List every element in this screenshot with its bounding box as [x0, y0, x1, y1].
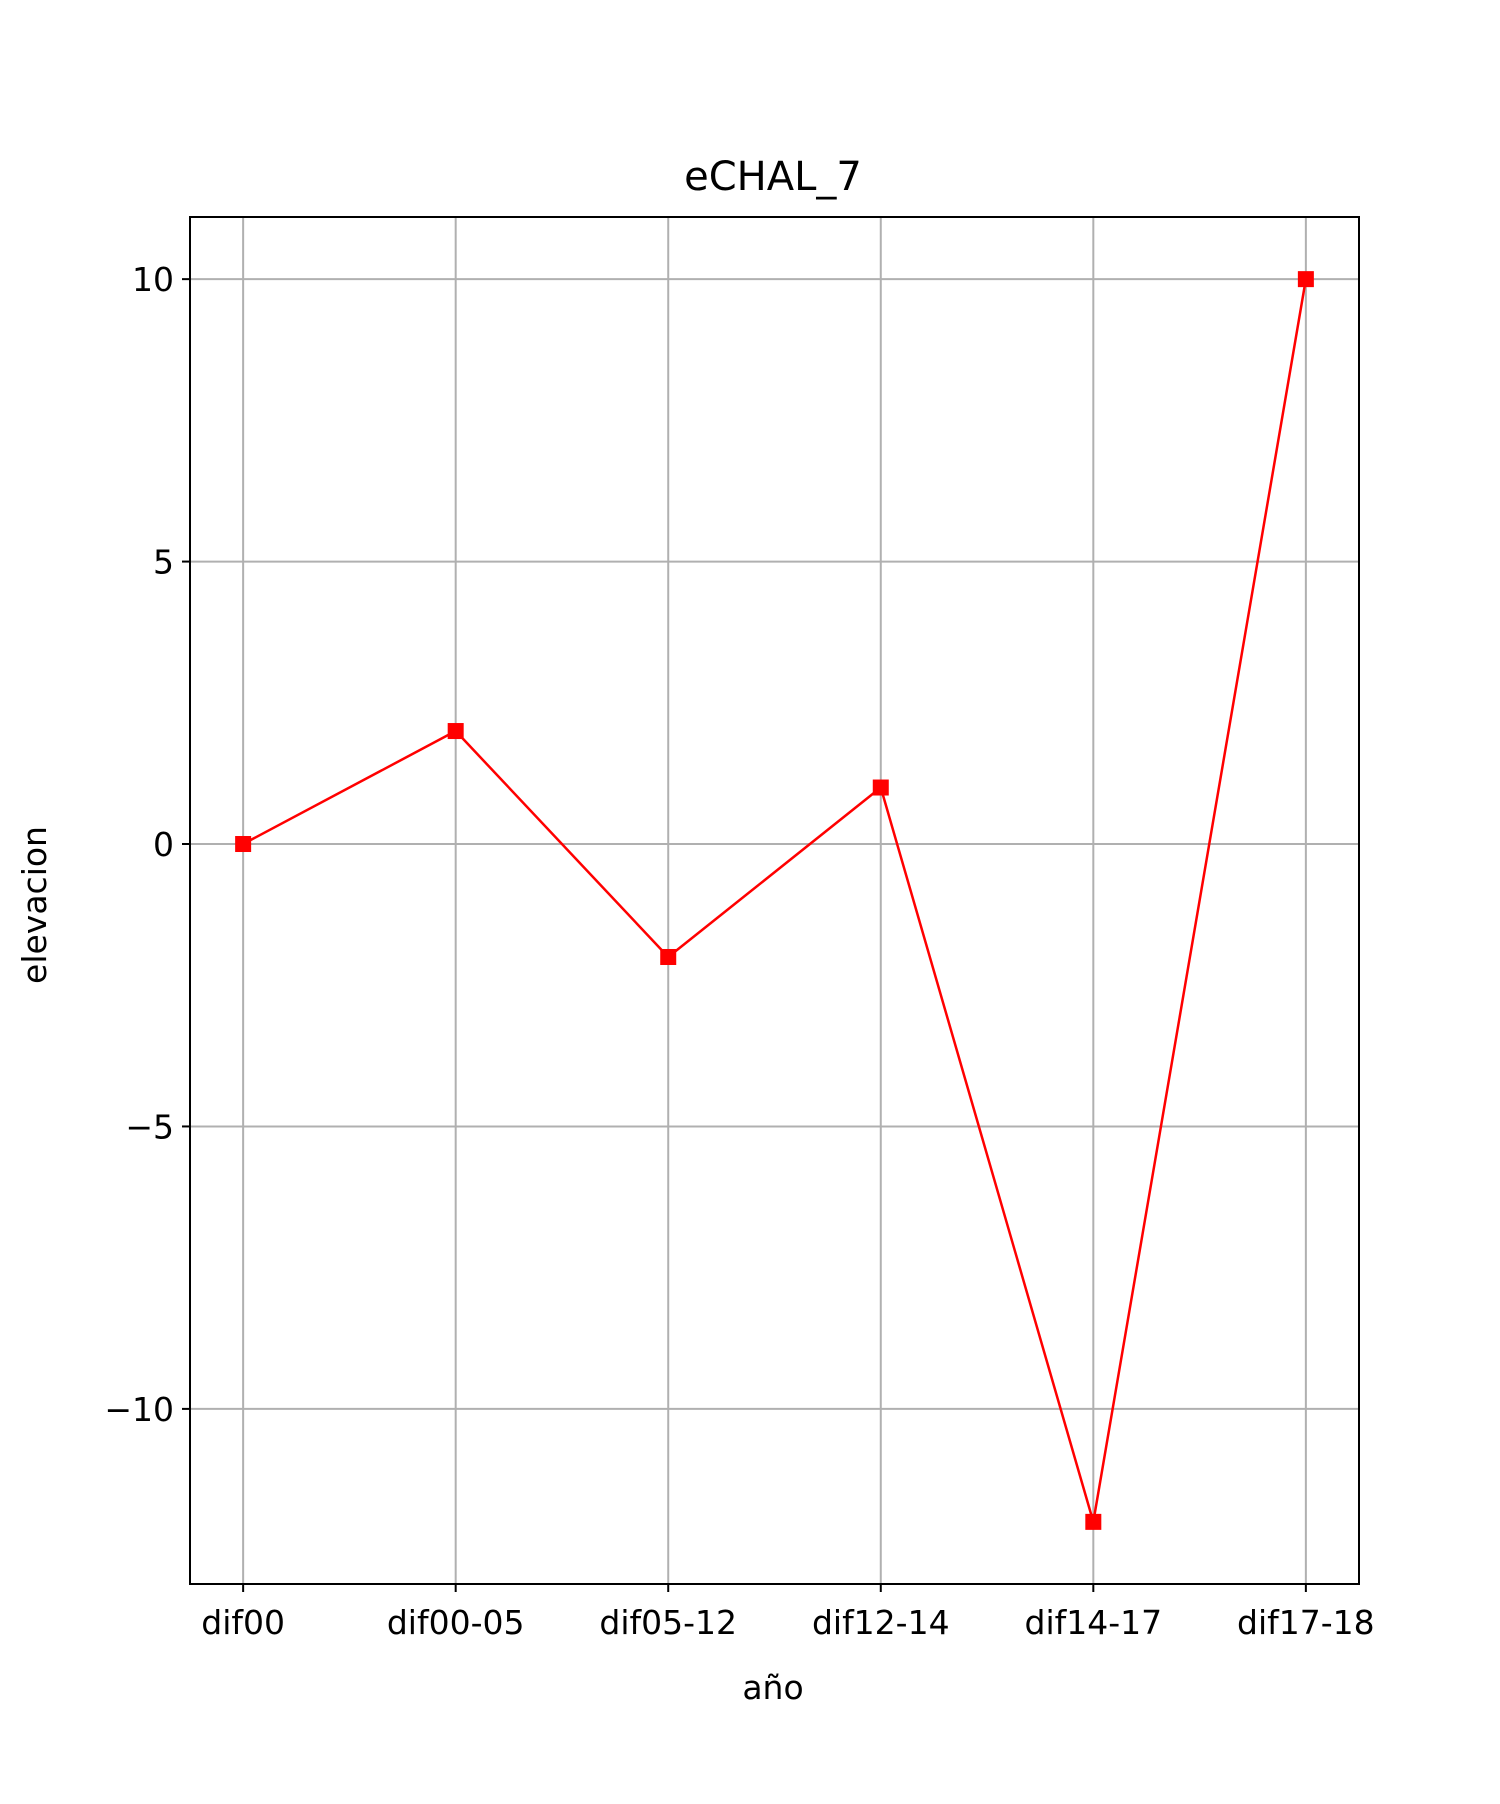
- x-axis-label: año: [742, 1668, 803, 1707]
- data-point-marker: [660, 948, 677, 965]
- y-tick-label: 10: [132, 260, 174, 299]
- grid-lines: [190, 217, 1359, 1584]
- plot-frame: [189, 216, 1360, 1585]
- y-tick-label: 5: [153, 543, 174, 582]
- data-point-marker: [1297, 271, 1314, 288]
- data-point-marker: [872, 779, 889, 796]
- axis-ticks: dif00 dif00-05 dif05-12 dif12-14 dif14-17 dif…: [104, 260, 1374, 1642]
- series-line: [242, 278, 1308, 1524]
- y-tick-label: −5: [125, 1107, 174, 1146]
- data-series: [235, 271, 1314, 1530]
- data-point-marker: [447, 723, 464, 740]
- x-tick-label: dif17-18: [1237, 1603, 1375, 1642]
- x-tick-label: dif12-14: [812, 1603, 950, 1642]
- x-tick-label: dif14-17: [1025, 1603, 1163, 1642]
- data-point-marker: [235, 836, 252, 853]
- x-tick-label: dif05-12: [599, 1603, 737, 1642]
- chart-title: eCHAL_7: [684, 154, 862, 200]
- y-axis-label: elevacion: [15, 826, 54, 984]
- y-tick-label: 0: [153, 825, 174, 864]
- y-tick-label: −10: [104, 1390, 174, 1429]
- x-tick-label: dif00-05: [387, 1603, 525, 1642]
- x-tick-label: dif00: [201, 1603, 285, 1642]
- data-point-marker: [1085, 1513, 1102, 1530]
